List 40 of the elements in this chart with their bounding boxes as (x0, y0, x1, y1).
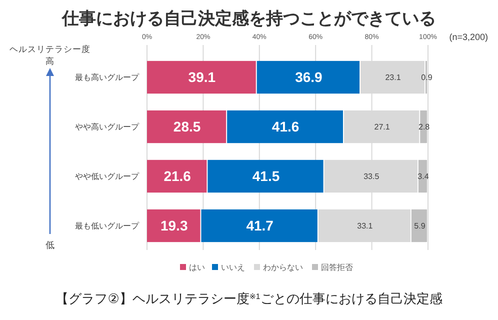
bar (227, 110, 343, 144)
data-label: 0.9 (421, 73, 433, 82)
bar (411, 209, 427, 242)
data-label: 33.5 (364, 172, 380, 182)
bar (147, 110, 226, 144)
data-label: 36.9 (295, 69, 323, 86)
text: 【グラフ②】ヘルスリテラシー度$^{※1}$ごとの仕事における自己決定感 (56, 291, 442, 306)
data-label: 21.6 (164, 168, 192, 184)
data-label: 41.6 (272, 118, 300, 135)
data-label: 3.4 (418, 172, 430, 182)
data-label: 23.1 (385, 73, 402, 82)
data-label: 41.5 (252, 168, 280, 184)
data-label: 5.9 (414, 222, 426, 231)
data-label: 39.1 (188, 69, 216, 86)
data-label: 27.1 (374, 122, 390, 132)
bar (208, 160, 324, 193)
bar (147, 160, 207, 193)
bar (201, 209, 318, 242)
data-label: 41.7 (246, 218, 274, 234)
legend-label: 回答拒否 (321, 263, 353, 272)
data-label: 28.5 (173, 118, 201, 135)
y-tick-label: やや高いグループ (75, 122, 140, 132)
y-tick-label: 最も低いグループ (75, 222, 140, 231)
data-label: 19.3 (160, 218, 188, 234)
y-tick-label: 最も高いグループ (75, 73, 140, 82)
text: 低 (46, 240, 54, 250)
text: 高 (46, 56, 54, 66)
chart-title: 仕事における自己決定感を持つことができている (61, 9, 436, 28)
data-label: 33.1 (357, 222, 374, 231)
bar (147, 209, 200, 242)
bar (256, 60, 360, 94)
legend-label: わからない (263, 263, 303, 272)
text: (n=3,200) (449, 32, 488, 42)
y-tick-label: やや低いグループ (75, 172, 140, 182)
text: ヘルスリテラシー度 (10, 44, 90, 54)
legend-label: いいえ (221, 263, 245, 272)
bar (147, 60, 256, 94)
bar (418, 160, 427, 193)
data-label: 2.8 (418, 122, 430, 132)
legend-label: はい (189, 263, 205, 272)
